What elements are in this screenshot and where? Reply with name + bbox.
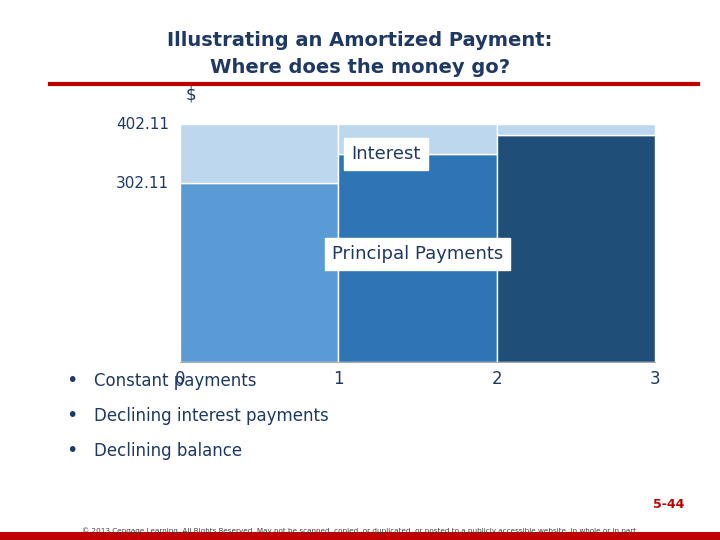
Bar <box>338 124 497 154</box>
Text: •: • <box>66 406 78 426</box>
Text: Constant payments: Constant payments <box>94 372 256 390</box>
Text: •: • <box>66 371 78 390</box>
Text: 402.11: 402.11 <box>116 117 169 132</box>
Bar <box>497 124 655 134</box>
Text: © 2013 Cengage Learning. All Rights Reserved. May not be scanned, copied, or dup: © 2013 Cengage Learning. All Rights Rese… <box>82 527 638 534</box>
Bar <box>180 124 338 184</box>
Bar <box>497 134 655 362</box>
Text: $: $ <box>186 85 196 104</box>
Text: Where does the money go?: Where does the money go? <box>210 58 510 77</box>
Bar <box>180 184 338 362</box>
Text: 5-44: 5-44 <box>652 498 684 511</box>
Text: Declining balance: Declining balance <box>94 442 242 460</box>
Text: Principal Payments: Principal Payments <box>332 245 503 263</box>
Text: •: • <box>66 441 78 461</box>
Text: Interest: Interest <box>351 145 420 163</box>
Text: Declining interest payments: Declining interest payments <box>94 407 328 425</box>
Text: 302.11: 302.11 <box>116 176 169 191</box>
Bar <box>338 154 497 362</box>
Text: Illustrating an Amortized Payment:: Illustrating an Amortized Payment: <box>167 31 553 50</box>
